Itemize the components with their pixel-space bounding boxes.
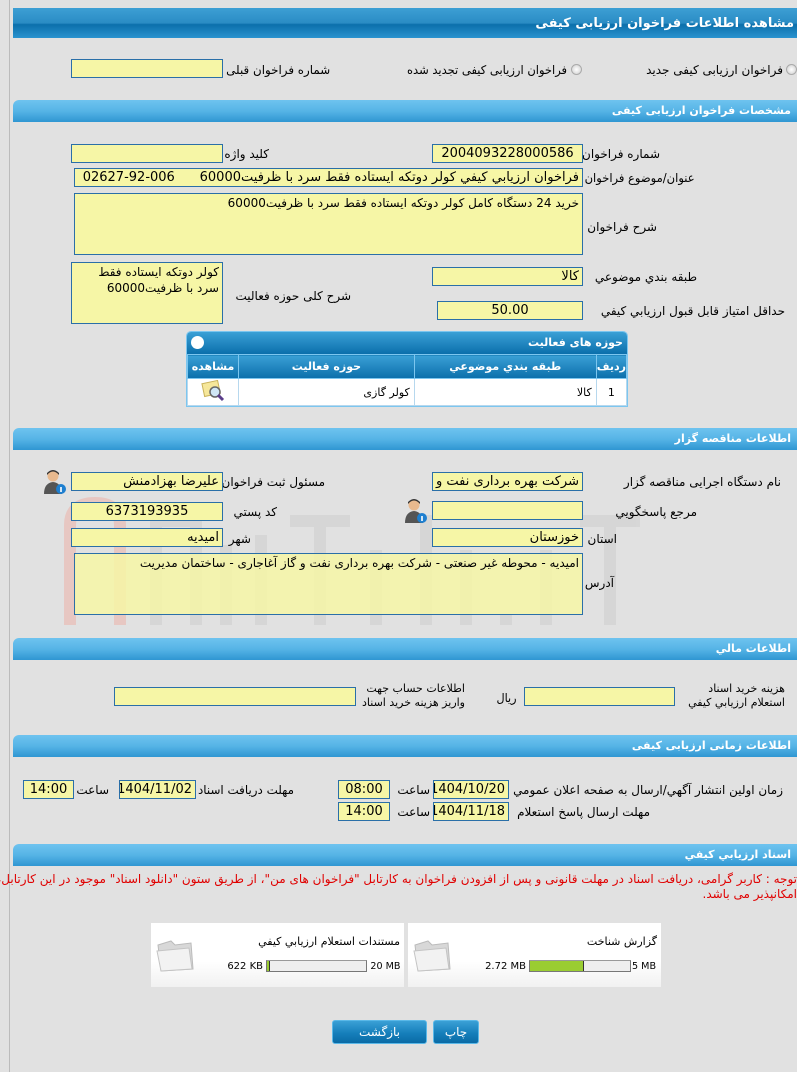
folder-icon xyxy=(156,940,194,972)
address-label: آدرس xyxy=(584,576,614,590)
category-field[interactable]: کالا xyxy=(432,267,583,286)
account-label: اطلاعات حساب جهت واریز هزینه خرید اسناد xyxy=(362,682,465,709)
publish-label: زمان اولين انتشار آگهي/ارسال به صفحه اعل… xyxy=(513,783,783,797)
fee-label: هزینه خرید اسناد استعلام ارزيابي کيفي xyxy=(688,682,785,709)
cell-index: 1 xyxy=(595,378,627,406)
activities-title: حوزه های فعالیت xyxy=(528,336,623,349)
document-name: گزارش شناخت xyxy=(586,935,657,948)
section-finance: اطلاعات مالي xyxy=(13,638,797,660)
receive-date-field[interactable]: 1404/11/02 xyxy=(119,780,196,799)
org-label: نام دستگاه اجرایی مناقصه گزار xyxy=(623,475,781,489)
number-label: شماره فراخوان xyxy=(582,147,660,161)
keyword-field[interactable] xyxy=(71,144,223,163)
cell-category: کالا xyxy=(413,378,597,406)
document-card[interactable]: گزارش شناخت 5 MB 2.72 MB xyxy=(408,923,661,987)
responsible-label: مسئول ثبت فراخوان xyxy=(221,475,326,489)
desc-field[interactable]: خرید 24 دستگاه کامل کولر دوتکه ایستاده ف… xyxy=(74,193,583,255)
activities-table: حوزه های فعالیت رديف طبقه بندي موضوعي حو… xyxy=(186,331,628,407)
col-category: طبقه بندي موضوعي xyxy=(413,354,597,379)
time-label: ساعت xyxy=(397,783,430,797)
radio-new[interactable] xyxy=(786,64,797,75)
time-label: ساعت xyxy=(397,805,430,819)
document-used: 622 KB xyxy=(227,961,263,972)
activity-desc-label: شرح کلی حوزه فعالیت xyxy=(235,289,352,303)
section-timing: اطلاعات زمانی ارزیابی کیفی xyxy=(13,735,797,757)
prev-number-label: شماره فراخوان قبلی xyxy=(226,63,330,77)
desc-label: شرح فراخوان xyxy=(587,220,657,234)
receive-time-field[interactable]: 14:00 xyxy=(23,780,74,799)
document-name: مستندات استعلام ارزيابي کيفي xyxy=(258,935,400,948)
postal-field[interactable]: 6373193935 xyxy=(71,502,223,521)
fee-field[interactable] xyxy=(524,687,675,706)
col-view: مشاهده xyxy=(187,354,239,379)
number-field[interactable]: 2004093228000586 xyxy=(432,144,583,163)
person-info-icon[interactable] xyxy=(43,469,67,495)
reply-time-field[interactable]: 14:00 xyxy=(338,802,390,821)
province-label: استان xyxy=(587,532,617,546)
time-label: ساعت xyxy=(76,783,109,797)
receive-label: مهلت دریافت اسناد xyxy=(197,783,294,797)
org-field[interactable]: شرکت بهره برداری نفت و گ xyxy=(432,472,583,491)
collapse-icon[interactable] xyxy=(191,336,204,349)
radio-renewed[interactable] xyxy=(571,64,582,75)
city-label: شهر xyxy=(228,532,251,546)
document-max: 5 MB xyxy=(631,961,656,972)
document-used: 2.72 MB xyxy=(485,961,526,972)
table-row: 1 کالا کولر گازی xyxy=(187,378,627,406)
subject-label: عنوان/موضوع فراخوان xyxy=(584,171,695,185)
ref-field[interactable] xyxy=(432,501,583,520)
document-progress-fill xyxy=(267,961,270,971)
document-card[interactable]: مستندات استعلام ارزيابي کيفي 20 MB 622 K… xyxy=(151,923,404,987)
address-field[interactable]: امیدیه - محوطه غیر صنعتی - شرکت بهره برد… xyxy=(74,553,583,615)
document-progress xyxy=(266,960,367,972)
back-button[interactable]: بازگشت xyxy=(332,1020,427,1044)
prev-number-field[interactable] xyxy=(71,59,223,78)
ref-label: مرجع پاسخگويي xyxy=(615,505,697,519)
city-field[interactable]: امیدیه xyxy=(71,528,223,547)
responsible-field[interactable]: علیرضا بهزادمنش xyxy=(71,472,223,491)
category-label: طبقه بندي موضوعي xyxy=(594,270,697,284)
subject-field[interactable]: فراخوان ارزيابي کيفي کولر دوتکه ایستاده … xyxy=(74,168,583,187)
publish-date-field[interactable]: 1404/10/20 xyxy=(433,780,509,799)
section-organizer: اطلاعات مناقصه گزار xyxy=(13,428,797,450)
activity-desc-field[interactable]: کولر دوتکه ایستاده فقط سرد با ظرفیت60000 xyxy=(71,262,223,324)
document-max: 20 MB xyxy=(370,961,400,972)
province-field[interactable]: خوزستان xyxy=(432,528,583,547)
currency-label: ريال xyxy=(496,691,517,705)
folder-icon xyxy=(413,940,451,972)
documents-note: توجه : کاربر گرامی، دریافت اسناد در مهلت… xyxy=(0,872,797,901)
radio-new-label: فراخوان ارزیابی کیفی جدید xyxy=(646,63,783,77)
person-info-icon[interactable] xyxy=(404,498,428,524)
publish-time-field[interactable]: 08:00 xyxy=(338,780,390,799)
section-spec: مشخصات فراخوان ارزیابی کیفی xyxy=(13,100,797,122)
view-icon[interactable] xyxy=(187,378,239,406)
min-score-label: حداقل امتیاز قابل قبول ارزيابي کيفي xyxy=(600,304,785,318)
section-documents: اسناد ارزيابي کيفي xyxy=(13,844,797,866)
page-border xyxy=(9,0,10,1072)
cell-field: کولر گازی xyxy=(238,378,415,406)
print-button[interactable]: چاپ xyxy=(433,1020,479,1044)
col-index: رديف xyxy=(595,354,627,379)
radio-renewed-label: فراخوان ارزیابی کیفی تجدید شده xyxy=(406,63,567,77)
page-title: مشاهده اطلاعات فراخوان ارزیابی کیفی xyxy=(13,8,797,38)
postal-label: کد پستي xyxy=(233,505,278,519)
document-progress xyxy=(529,960,631,972)
keyword-label: کلید واژه xyxy=(224,147,269,161)
account-field[interactable] xyxy=(114,687,356,706)
col-field: حوزه فعالیت xyxy=(238,354,415,379)
reply-date-field[interactable]: 1404/11/18 xyxy=(433,802,509,821)
reply-label: مهلت ارسال پاسخ استعلام xyxy=(517,805,650,819)
min-score-field[interactable]: 50.00 xyxy=(437,301,583,320)
document-progress-fill xyxy=(530,961,585,971)
